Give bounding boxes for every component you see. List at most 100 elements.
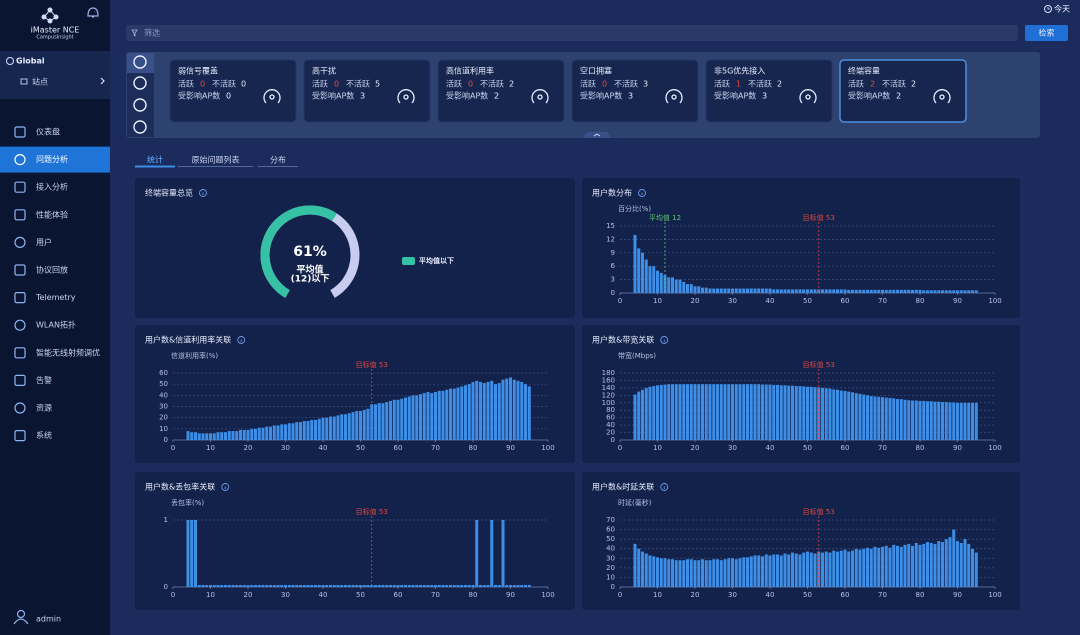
bar	[858, 289, 862, 293]
bar	[366, 408, 370, 440]
strip-icon[interactable]	[133, 55, 147, 69]
bar	[385, 584, 389, 587]
bar	[843, 549, 847, 587]
search-button[interactable]	[1025, 25, 1068, 41]
menu-item[interactable]: Telemetry	[14, 292, 76, 304]
bar	[280, 584, 284, 587]
bar	[509, 377, 512, 440]
bar	[652, 386, 656, 440]
y-tick-label: 20	[606, 564, 615, 572]
menu-item[interactable]: 仪表盘	[14, 126, 60, 138]
menu-item[interactable]: 协议回放	[14, 264, 68, 276]
bar	[287, 584, 291, 587]
bar	[509, 584, 512, 587]
bar	[284, 424, 287, 440]
bar	[280, 424, 284, 440]
bar	[723, 559, 727, 587]
info-icon[interactable]	[638, 189, 646, 197]
scope[interactable]: Global	[16, 57, 45, 66]
inactive-count: 2	[509, 80, 514, 89]
bar	[682, 384, 686, 440]
bar	[295, 422, 299, 440]
user-name[interactable]: admin	[36, 615, 61, 624]
menu-item[interactable]: 智能无线射频调优	[14, 347, 100, 359]
bar	[757, 555, 761, 587]
site-arrow[interactable]	[100, 77, 105, 85]
menu-item[interactable]: 接入分析	[14, 181, 68, 193]
bar	[821, 289, 824, 293]
bar	[866, 289, 869, 293]
y-tick-label: 60	[606, 414, 615, 422]
menu-item[interactable]: WLAN拓扑	[14, 319, 76, 331]
bar	[956, 290, 959, 293]
menu-item[interactable]: 性能体验	[14, 209, 68, 221]
tab[interactable]: 统计	[135, 155, 175, 168]
bar	[884, 397, 888, 440]
bar	[948, 290, 952, 293]
bar	[419, 584, 422, 587]
card-title: 弱信号覆盖	[178, 66, 218, 76]
menu-item[interactable]: 用户	[14, 236, 52, 248]
menu-item[interactable]: 问题分析	[0, 146, 110, 173]
bar	[407, 396, 411, 440]
info-icon[interactable]	[199, 189, 207, 197]
bar	[314, 584, 317, 587]
bar	[854, 548, 858, 587]
bar	[475, 380, 479, 440]
bar	[265, 584, 269, 587]
x-tick-label: 90	[506, 591, 515, 599]
bar	[317, 584, 321, 587]
bar	[779, 385, 783, 440]
bar	[389, 584, 392, 587]
bar	[194, 520, 197, 587]
bar	[265, 426, 269, 440]
user-head	[16, 609, 26, 619]
tab[interactable]: 分布	[258, 155, 298, 167]
x-tick-label: 80	[916, 591, 925, 599]
bar	[344, 414, 347, 440]
bar	[415, 395, 419, 440]
bar	[828, 388, 832, 440]
y-tick-label: 50	[159, 380, 168, 388]
strip-icon[interactable]	[133, 98, 147, 112]
site[interactable]: 站点	[32, 77, 48, 87]
gauge-arc	[260, 205, 337, 298]
menu-item[interactable]: 资源	[14, 402, 52, 414]
strip-icon[interactable]	[133, 120, 147, 134]
info-icon[interactable]	[660, 336, 669, 344]
info-icon[interactable]	[237, 336, 246, 344]
bar	[471, 381, 475, 440]
bar	[652, 556, 656, 587]
tab[interactable]: 原始问题列表	[178, 155, 253, 167]
menu-item[interactable]: 系统	[14, 430, 52, 442]
logo-icon	[41, 7, 59, 24]
bell-icon[interactable]	[87, 7, 99, 18]
strip-icon[interactable]	[133, 76, 147, 90]
bar	[284, 584, 287, 587]
bar	[881, 289, 884, 293]
filter-input[interactable]	[126, 25, 1018, 41]
bar	[881, 546, 884, 587]
icon-waves	[531, 89, 549, 104]
menu-item[interactable]: 告警	[14, 374, 52, 386]
bar	[246, 584, 250, 587]
info-icon[interactable]	[221, 483, 230, 491]
bar	[389, 400, 392, 440]
collapse-toggle[interactable]	[583, 132, 611, 138]
bar	[667, 277, 671, 293]
bar	[663, 275, 667, 293]
bar	[959, 290, 963, 293]
info-icon[interactable]	[660, 483, 669, 491]
bar	[704, 287, 708, 293]
date-range[interactable]: 今天	[1054, 4, 1070, 14]
bar	[445, 584, 449, 587]
